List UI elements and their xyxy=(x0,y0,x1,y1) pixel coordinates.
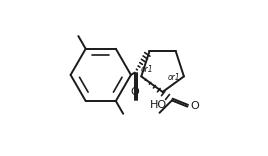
Text: or1: or1 xyxy=(167,73,180,82)
Text: O: O xyxy=(131,87,139,97)
Text: HO: HO xyxy=(150,100,167,110)
Text: O: O xyxy=(190,101,199,111)
Text: or1: or1 xyxy=(141,65,154,74)
